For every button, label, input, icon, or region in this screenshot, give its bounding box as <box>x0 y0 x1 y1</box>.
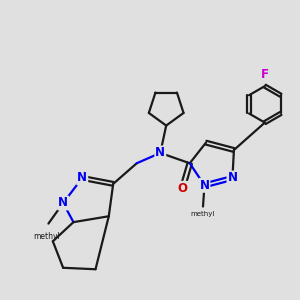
Text: N: N <box>77 172 87 184</box>
Text: N: N <box>227 172 237 184</box>
Text: methyl: methyl <box>34 232 60 241</box>
Text: N: N <box>200 179 209 192</box>
Text: F: F <box>261 68 269 81</box>
Text: methyl: methyl <box>191 211 215 217</box>
Text: O: O <box>177 182 188 195</box>
Text: N: N <box>58 196 68 209</box>
Text: N: N <box>155 146 165 159</box>
